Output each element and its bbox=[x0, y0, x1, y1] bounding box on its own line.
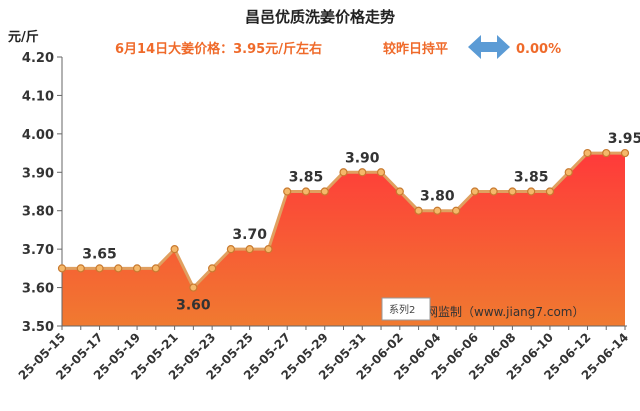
y-tick-label: 3.60 bbox=[22, 282, 54, 297]
data-label: 3.90 bbox=[345, 150, 380, 166]
data-point bbox=[189, 283, 198, 292]
data-point bbox=[395, 187, 404, 196]
data-point bbox=[95, 264, 104, 273]
data-point bbox=[132, 264, 142, 273]
price-note: 6月14日大姜价格：3.95元/斤左右 bbox=[115, 41, 322, 57]
legend-tooltip: 系列2 bbox=[381, 297, 431, 321]
data-point bbox=[76, 264, 85, 273]
double-arrow-icon bbox=[468, 35, 510, 59]
change-label: 较昨日持平 bbox=[383, 41, 448, 57]
data-label: 3.85 bbox=[289, 170, 324, 186]
data-point bbox=[208, 264, 217, 273]
data-label: 3.95 bbox=[608, 131, 640, 147]
change-value: 0.00% bbox=[516, 42, 561, 57]
data-point bbox=[57, 264, 67, 273]
data-point bbox=[433, 206, 442, 215]
y-unit-label: 元/斤 bbox=[8, 29, 39, 45]
data-point bbox=[301, 187, 311, 196]
y-tick-label: 4.00 bbox=[22, 128, 54, 143]
data-label: 3.60 bbox=[176, 298, 211, 314]
plot-area: 3.503.603.703.803.904.004.104.2025-05-15… bbox=[16, 51, 640, 383]
data-point bbox=[114, 264, 123, 273]
chart-title: 昌邑优质洗姜价格走势 bbox=[245, 8, 395, 26]
data-point bbox=[452, 206, 461, 215]
y-tick-label: 3.90 bbox=[22, 166, 54, 181]
data-point bbox=[376, 168, 386, 177]
y-tick-label: 3.70 bbox=[22, 243, 54, 258]
data-point bbox=[470, 187, 479, 196]
data-label: 3.85 bbox=[514, 170, 549, 186]
data-point bbox=[414, 206, 423, 215]
y-tick-label: 4.20 bbox=[22, 51, 54, 66]
data-point bbox=[264, 245, 273, 254]
data-point bbox=[602, 148, 611, 158]
data-point bbox=[283, 187, 292, 196]
data-label: 3.65 bbox=[82, 246, 117, 262]
watermark-text: 网监制（www.jiang7.com） bbox=[426, 305, 584, 319]
data-point bbox=[339, 168, 348, 177]
y-tick-label: 3.50 bbox=[22, 320, 54, 335]
data-point bbox=[170, 245, 179, 254]
data-point bbox=[620, 148, 630, 158]
data-point bbox=[226, 245, 235, 254]
y-tick-label: 4.10 bbox=[22, 89, 54, 104]
data-point bbox=[151, 264, 160, 273]
data-point bbox=[245, 245, 254, 254]
data-point bbox=[527, 187, 536, 196]
legend-series-label: 系列2 bbox=[389, 303, 415, 316]
data-point bbox=[545, 187, 555, 196]
data-point bbox=[358, 168, 367, 177]
data-point bbox=[489, 187, 498, 196]
data-point bbox=[320, 187, 329, 196]
data-point bbox=[564, 168, 573, 177]
data-label: 3.80 bbox=[420, 189, 455, 205]
data-point bbox=[508, 187, 517, 196]
data-point bbox=[583, 148, 592, 158]
data-label: 3.70 bbox=[232, 227, 267, 243]
watermark: 网监制（www.jiang7.com） bbox=[426, 305, 584, 319]
y-tick-label: 3.80 bbox=[22, 205, 54, 220]
series-area bbox=[62, 153, 625, 326]
